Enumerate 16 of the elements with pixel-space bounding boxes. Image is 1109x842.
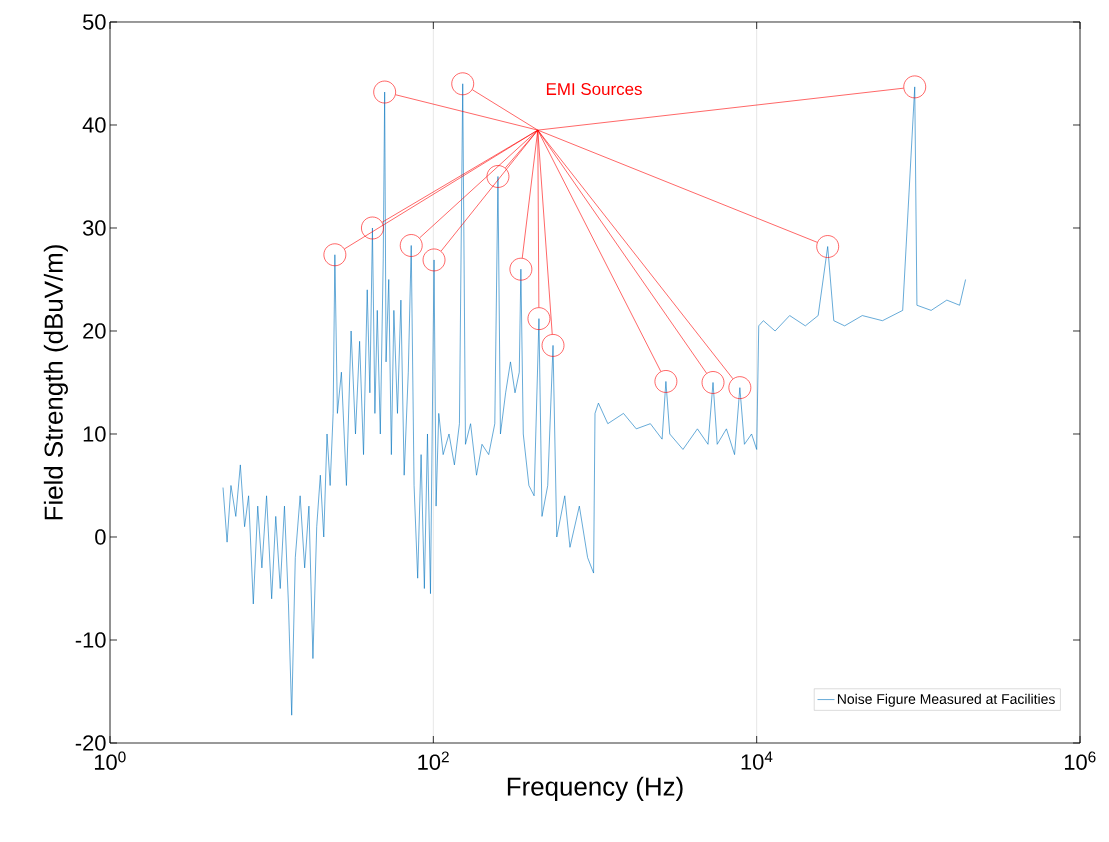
y-tick-label: -20 — [75, 735, 106, 751]
y-tick-label: 20 — [83, 323, 106, 339]
y-tick-label: -10 — [75, 632, 106, 648]
x-tick-label: 10$^{4}$ — [741, 751, 773, 770]
y-axis-title: Field Strength (dBuV/m) — [43, 245, 68, 520]
y-tick-label: 50 — [82, 14, 106, 30]
y-tick-label: 0 — [95, 529, 106, 545]
legend-label: Noise Figure Measured at Facilities — [837, 693, 1055, 707]
x-axis-title: Frequency (Hz) — [507, 776, 683, 801]
x-tick-label: 10$^{2}$ — [418, 751, 449, 770]
annotation: EMI Sources — [546, 83, 642, 96]
x-tick-label: 10$^{6}$ — [1064, 751, 1096, 770]
y-tick-label: 40 — [82, 117, 106, 133]
y-tick-label: 30 — [82, 220, 106, 236]
x-tick-label: 10$^{0}$ — [94, 751, 126, 770]
y-tick-label: 10 — [83, 426, 106, 442]
